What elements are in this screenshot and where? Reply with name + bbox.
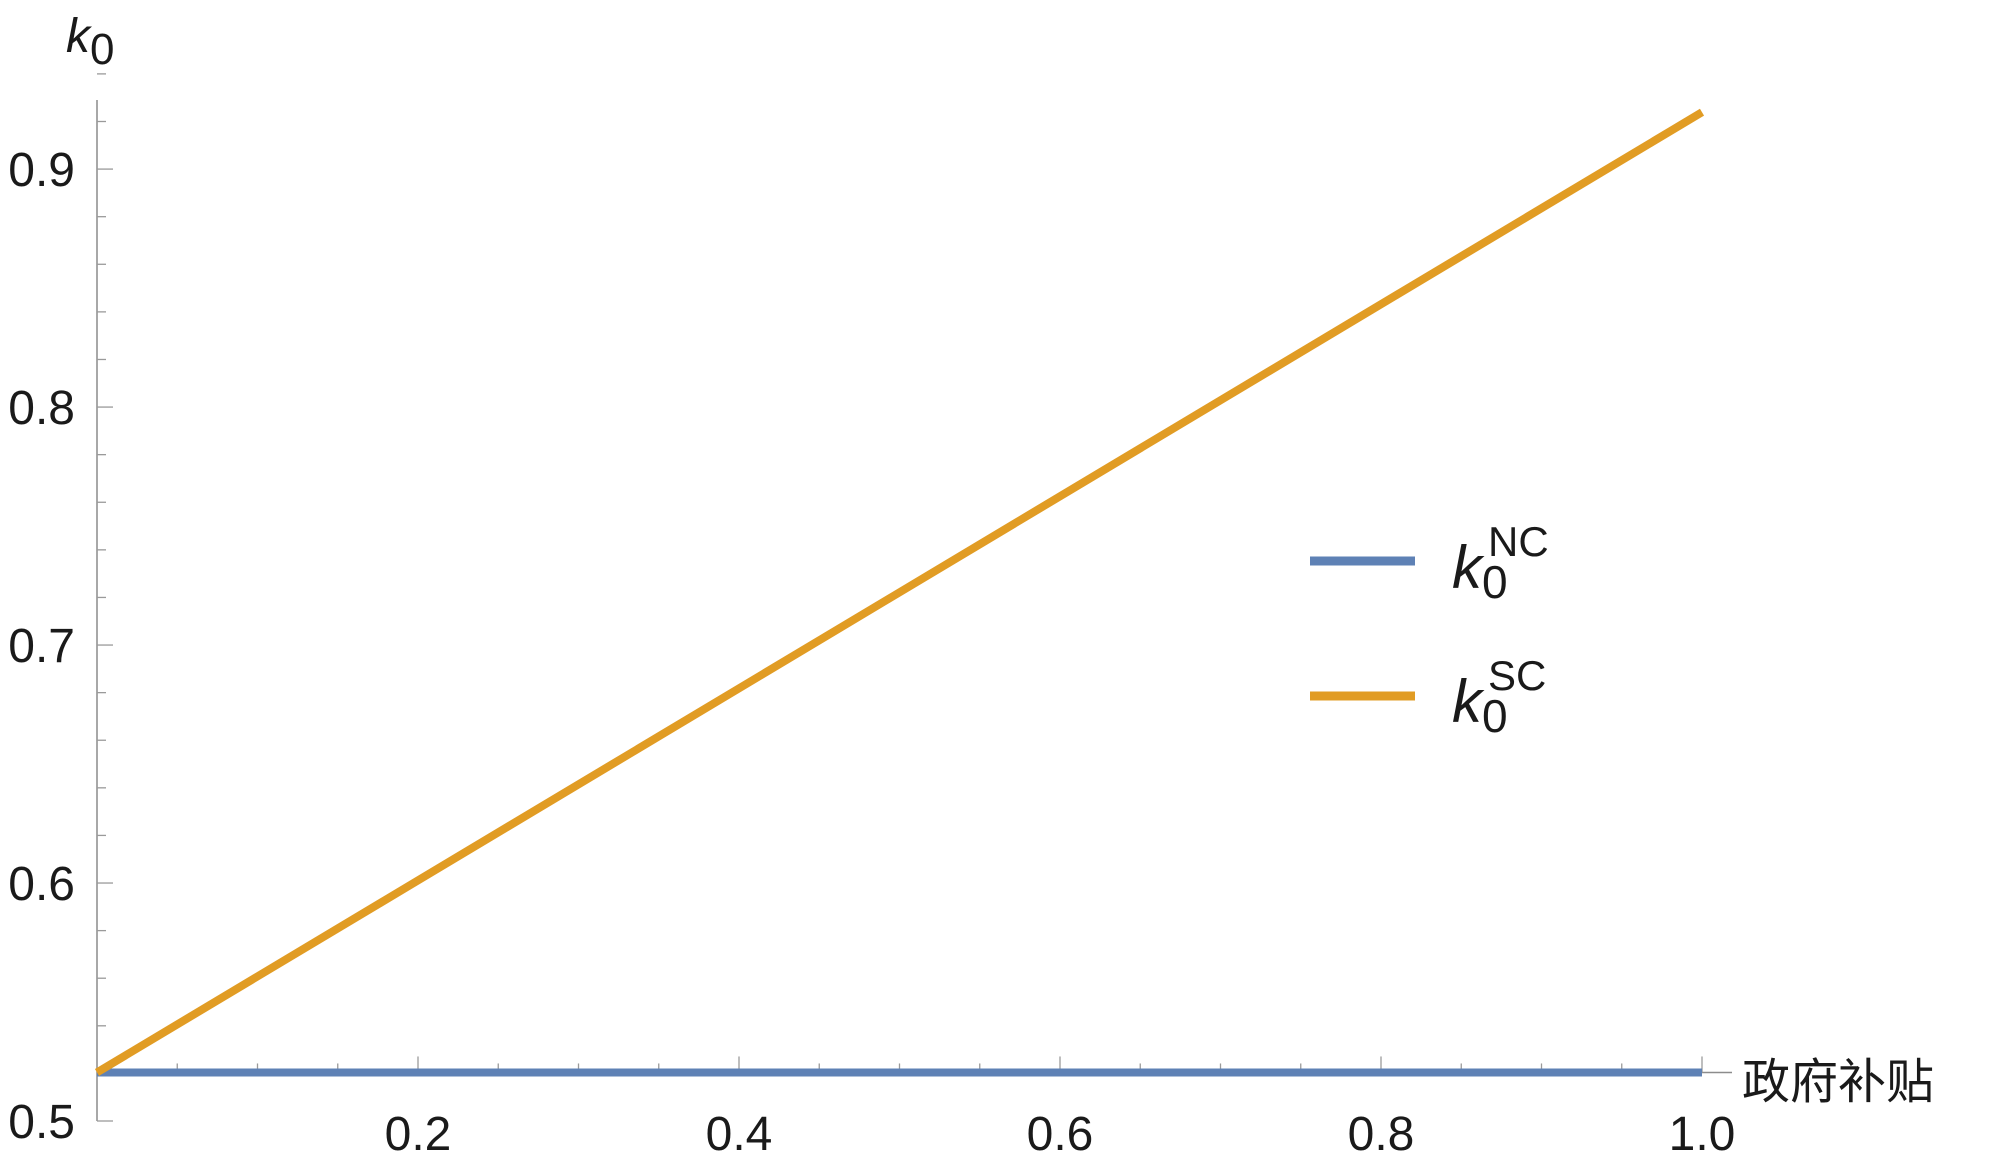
y-axis-title-base: k [66, 10, 93, 63]
y-tick-label: 0.7 [8, 620, 75, 673]
legend-label-sc-sup: SC [1488, 652, 1546, 699]
y-tick-label: 0.9 [8, 144, 75, 197]
legend-label-sc-base: k [1452, 668, 1485, 735]
legend-label-sc-sub: 0 [1482, 690, 1508, 742]
tick-labels: 0.5 0.6 0.7 0.8 0.9 0.2 0.4 0.6 0.8 1.0 [8, 144, 1735, 1161]
x-tick-label: 0.8 [1348, 1108, 1415, 1161]
x-axis-title: 政府补贴 [1742, 1056, 1934, 1109]
x-tick-label: 1.0 [1669, 1108, 1736, 1161]
series-line-sc [94, 108, 1705, 1076]
y-tick-label: 0.6 [8, 858, 75, 911]
y-tick-label: 0.5 [8, 1096, 75, 1149]
x-tick-label: 0.2 [385, 1108, 452, 1161]
legend-label-nc-sub: 0 [1482, 556, 1508, 608]
legend-label-nc: k0NC [1452, 518, 1549, 608]
y-axis-title: k0 [66, 10, 114, 74]
x-tick-label: 0.4 [706, 1108, 773, 1161]
x-tick-label: 0.6 [1027, 1108, 1094, 1161]
plot-area [94, 108, 1705, 1077]
y-axis-title-sub: 0 [90, 25, 114, 74]
legend: k0NC k0SC [1310, 518, 1549, 742]
legend-label-nc-sup: NC [1488, 518, 1549, 565]
y-tick-label: 0.8 [8, 382, 75, 435]
legend-label-nc-base: k [1452, 534, 1485, 601]
legend-label-sc: k0SC [1452, 652, 1546, 742]
